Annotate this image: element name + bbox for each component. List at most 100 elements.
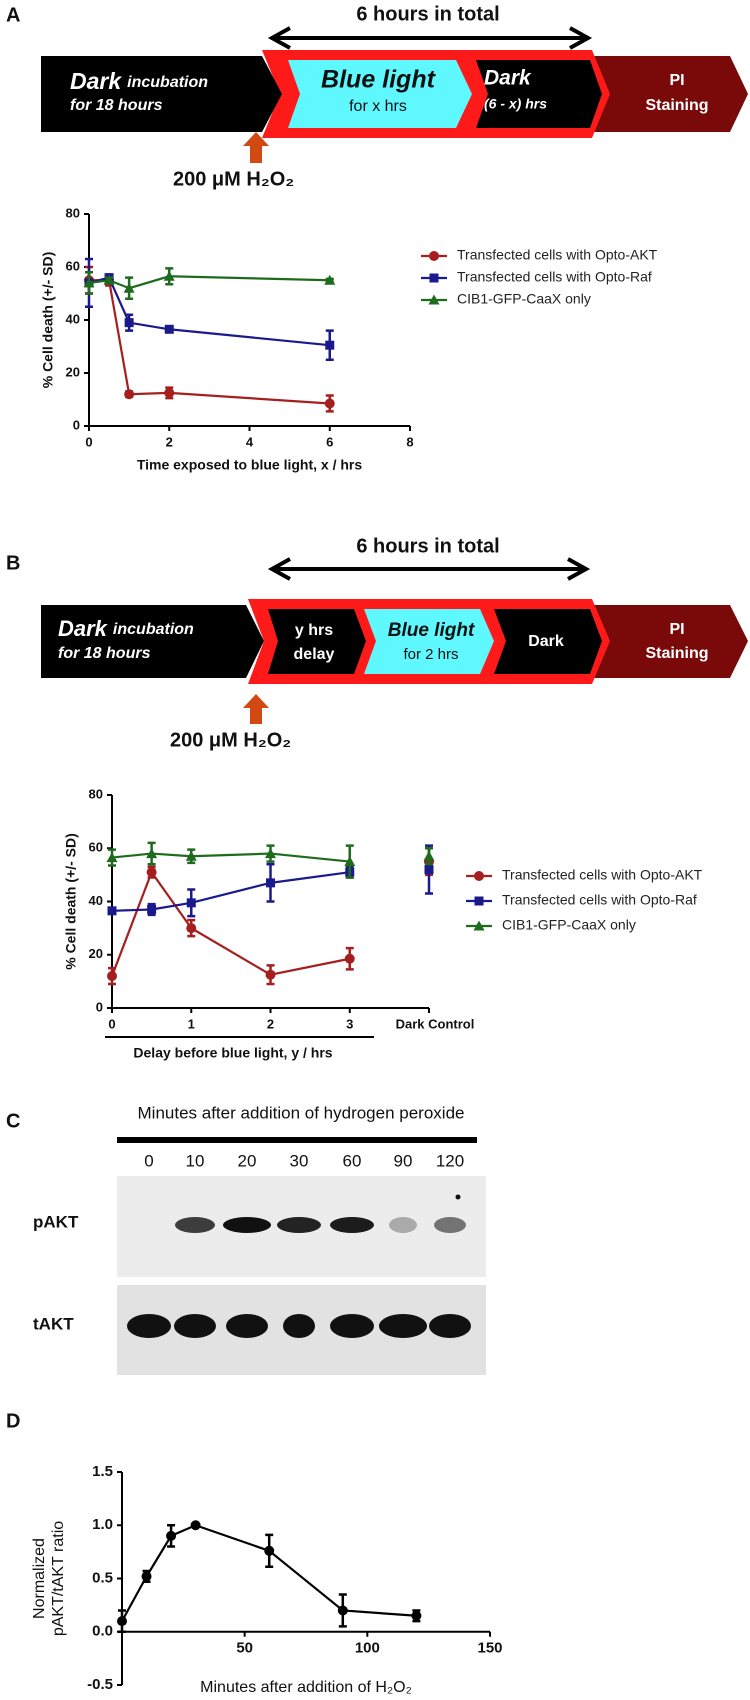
step-sub: for 2 hrs: [403, 646, 458, 663]
lane-label: 90: [394, 1151, 413, 1170]
lane-label: 0: [144, 1151, 153, 1170]
marker: [141, 1571, 152, 1582]
marker: [107, 971, 117, 982]
span-arrow: [267, 26, 593, 50]
x-axis-label: Delay before blue light, y / hrs: [133, 1045, 332, 1061]
marker: [337, 1605, 348, 1616]
marker: [83, 277, 95, 288]
y-tick-label: 20: [89, 946, 103, 961]
y-tick-label: 0.0: [92, 1623, 113, 1640]
marker: [411, 1610, 422, 1621]
step-sub: for x hrs: [349, 98, 407, 115]
y-tick-label: 40: [89, 893, 103, 908]
panel-label: C: [6, 1110, 20, 1132]
x-tick-label: 2: [166, 434, 173, 449]
band: [379, 1314, 427, 1338]
marker: [146, 848, 158, 859]
band: [389, 1217, 417, 1233]
panel-label: A: [6, 4, 20, 26]
treatment-arrow: [243, 132, 269, 163]
legend-label: CIB1-GFP-CaaX only: [502, 917, 636, 933]
y-axis-label: Normalized: [31, 1538, 48, 1619]
treatment-arrow: [243, 694, 269, 724]
marker: [344, 953, 355, 964]
y-tick-label: 60: [66, 258, 80, 273]
panel-label: D: [6, 1410, 20, 1432]
x-tick-label: 8: [406, 434, 413, 449]
marker: [146, 867, 157, 878]
y-tick-label: 1.0: [92, 1516, 113, 1533]
band: [330, 1314, 374, 1338]
y-axis-label: % Cell death (+/- SD): [63, 833, 79, 970]
x-axis-label: Time exposed to blue light, x / hrs: [137, 457, 363, 473]
speck: [455, 1194, 461, 1200]
band: [175, 1217, 215, 1233]
blot-row-label: pAKT: [33, 1212, 79, 1231]
step-head-rest: incubation: [127, 74, 208, 91]
marker: [107, 906, 117, 916]
y-tick-label: 80: [66, 205, 80, 220]
step-sub: Staining: [645, 97, 708, 114]
step-head: Blue light: [321, 66, 437, 94]
blot-title: Minutes after addition of hydrogen perox…: [138, 1103, 465, 1122]
marker: [164, 387, 175, 398]
x-tick-label: 0: [108, 1016, 115, 1031]
y-tick-label: 0.5: [92, 1569, 113, 1586]
step-head-rest: incubation: [113, 621, 194, 638]
legend-label: Transfected cells with Opto-Raf: [502, 892, 697, 908]
marker: [166, 1530, 177, 1541]
x-tick-label: 0: [85, 434, 92, 449]
marker: [474, 871, 484, 881]
step-text: Dark incubation: [70, 68, 208, 94]
marker: [424, 865, 434, 875]
treatment: 200 μM H₂O₂: [170, 729, 291, 751]
band: [223, 1217, 271, 1233]
chart: 0 20 40 60 80 0 1 2 3 Dark Control % Cell death (+…: [63, 786, 703, 1060]
marker: [123, 282, 135, 293]
marker: [325, 340, 335, 350]
step-sub: delay: [294, 646, 335, 663]
band: [283, 1314, 315, 1338]
y-tick-label: 60: [89, 840, 103, 855]
step-head: y hrs: [295, 622, 333, 639]
marker: [265, 969, 276, 980]
y-tick-label: 0: [96, 999, 103, 1014]
chart: 0 20 40 60 80 0 2 4 6 8 % Cell death (+/- SD) Time …: [40, 205, 658, 472]
step-sub: for 18 hours: [58, 645, 151, 662]
band: [226, 1314, 268, 1338]
band: [174, 1314, 216, 1338]
step-head: Dark: [70, 68, 122, 94]
lane-label: 30: [290, 1151, 309, 1170]
band: [434, 1217, 466, 1233]
x-tick-label: 6: [326, 434, 333, 449]
marker: [324, 274, 336, 285]
step-head: Blue light: [388, 620, 475, 641]
marker: [103, 274, 115, 285]
band: [127, 1314, 171, 1338]
band: [330, 1217, 374, 1233]
blot-bar: [117, 1137, 477, 1143]
step-sub: for 18 hours: [70, 97, 163, 114]
step-text: Dark incubation: [58, 616, 194, 641]
legend-label: Transfected cells with Opto-AKT: [457, 247, 658, 263]
chart: -0.5 0.0 0.5 1.0 1.5 50 100 150 Normalized pAKT/t…: [31, 1463, 502, 1696]
step-shape: [288, 60, 472, 128]
lane-label: 120: [436, 1151, 464, 1170]
marker: [117, 1616, 127, 1627]
step-shape: [41, 605, 264, 678]
marker: [186, 923, 197, 934]
y-axis-label: pAKT/tAKT ratio: [50, 1521, 67, 1636]
legend-label: Transfected cells with Opto-AKT: [502, 867, 703, 883]
marker: [474, 896, 484, 906]
step-shape: [476, 60, 602, 128]
step-sub: (6 - x) hrs: [484, 96, 547, 112]
x-tick-label: 50: [236, 1640, 253, 1657]
span-label: 6 hours in total: [356, 535, 499, 557]
band: [429, 1314, 471, 1338]
marker: [423, 850, 435, 861]
marker: [266, 878, 275, 888]
y-axis-label: % Cell death (+/- SD): [40, 252, 56, 389]
marker: [429, 251, 439, 261]
marker: [190, 1520, 201, 1531]
